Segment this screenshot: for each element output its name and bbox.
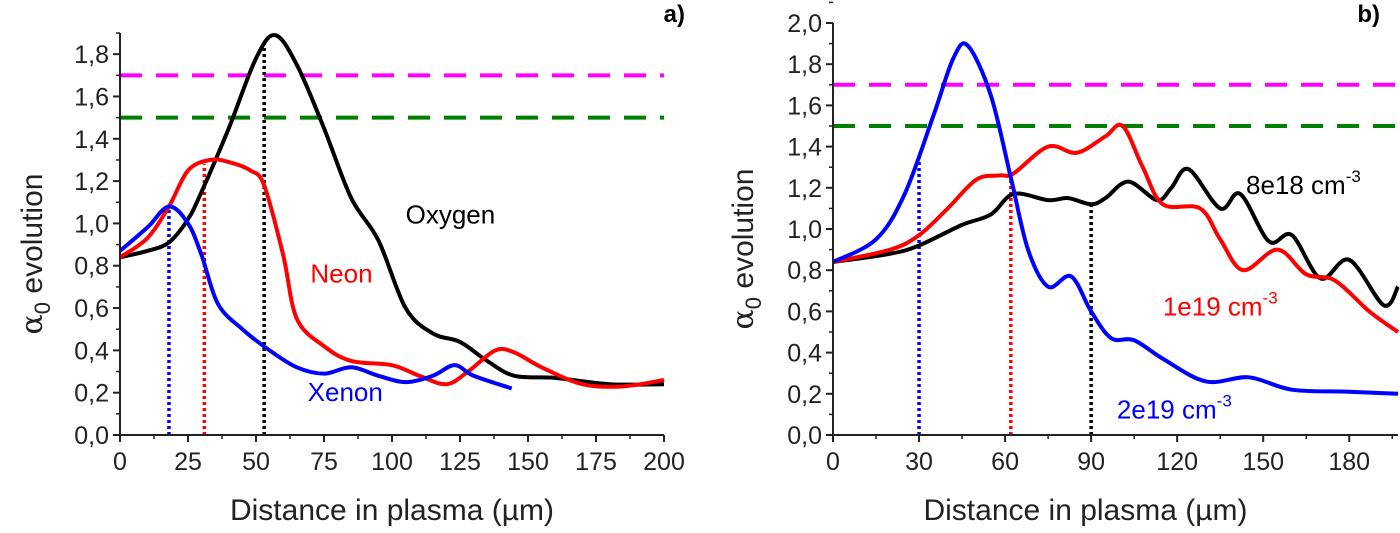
series-name: Oxygen: [406, 199, 496, 229]
series-name: 8e18 cm: [1246, 170, 1346, 200]
y-tick-label: 0,2: [787, 381, 822, 409]
series-name: 2e19 cm: [1117, 395, 1217, 425]
alpha-subscript: 0: [30, 302, 55, 314]
series-label: 2e19 cm-3: [1117, 392, 1232, 425]
x-tick-label: 200: [643, 448, 685, 476]
series-label: 1e19 cm-3: [1163, 289, 1278, 322]
x-tick-label: 0: [113, 448, 127, 476]
x-tick-label: 75: [310, 448, 338, 476]
y-tick-label: 0,6: [74, 295, 109, 323]
x-tick-label: 180: [1328, 448, 1370, 476]
series-unit-exponent: -3: [1346, 167, 1361, 186]
y-axis-title: α0 evolution: [726, 169, 766, 330]
y-tick-label: 1,6: [74, 83, 109, 111]
x-tick-label: 175: [575, 448, 617, 476]
y-axis-title: α0 evolution: [15, 174, 55, 335]
y-tick-label: 0,0: [74, 422, 109, 450]
x-axis-title: Distance in plasma (µm): [230, 494, 554, 527]
y-tick-label: 1,8: [787, 51, 822, 79]
series-name: Neon: [310, 259, 372, 289]
x-tick-label: 150: [507, 448, 549, 476]
y-tick-label: 0,8: [787, 257, 822, 285]
series-line-0: [119, 33, 665, 387]
y-tick-label: 0,4: [787, 340, 822, 368]
y-tick-label: 1,4: [787, 134, 822, 162]
panel-label: b): [1357, 1, 1380, 28]
series-name: 1e19 cm: [1163, 292, 1263, 322]
y-tick-label: 1,0: [74, 210, 109, 238]
series-name: Xenon: [308, 377, 383, 407]
y-tick-label: 1,0: [787, 216, 822, 244]
y-tick-label: 1,6: [787, 92, 822, 120]
x-tick-label: 90: [1077, 448, 1105, 476]
panel-label: a): [664, 1, 685, 28]
y-tick-label: 1,2: [787, 175, 822, 203]
x-axis-title: Distance in plasma (µm): [923, 494, 1247, 527]
series-line-2: [118, 204, 513, 391]
series-label: Oxygen: [406, 199, 496, 229]
y-tick-label: 0,0: [787, 422, 822, 450]
series-unit-exponent: -3: [1263, 289, 1278, 308]
series-line-2: [832, 41, 1399, 396]
y-tick-label: 0,2: [74, 380, 109, 408]
y-tick-label: 1,4: [74, 126, 109, 154]
x-tick-label: 30: [905, 448, 933, 476]
series-unit-exponent: -3: [1217, 392, 1232, 411]
x-tick-label: 60: [991, 448, 1019, 476]
x-tick-label: 50: [242, 448, 270, 476]
y-title-text: evolution: [727, 169, 760, 297]
series-label: Neon: [310, 259, 372, 289]
chart-panel-a: Oxygen Neon Xenon 0 25 50 75 100 125 150 175 200 0,0…: [15, 1, 685, 527]
x-tick-label: 0: [826, 448, 840, 476]
series-label: Xenon: [308, 377, 383, 407]
y-tick-label: 2,0: [787, 10, 822, 38]
x-tick-label: 25: [174, 448, 202, 476]
y-tick-label: 1,2: [74, 168, 109, 196]
x-tick-label: 150: [1242, 448, 1284, 476]
series-label: 8e18 cm-3: [1246, 167, 1361, 200]
alpha-symbol: α: [15, 314, 50, 334]
x-tick-label: 120: [1156, 448, 1198, 476]
x-tick-label: 100: [371, 448, 413, 476]
series-line-0: [832, 166, 1400, 308]
y-tick-label: 0,8: [74, 253, 109, 281]
y-tick-label: 1,8: [74, 41, 109, 69]
x-tick-label: 125: [439, 448, 481, 476]
y-title-text: evolution: [16, 174, 49, 302]
alpha-symbol: α: [726, 309, 761, 329]
alpha-subscript: 0: [741, 297, 766, 309]
y-tick-label: 0,6: [787, 298, 822, 326]
y-tick-label: 0,4: [74, 337, 109, 365]
series-line-1: [118, 157, 665, 389]
series-line-1: [832, 122, 1400, 334]
